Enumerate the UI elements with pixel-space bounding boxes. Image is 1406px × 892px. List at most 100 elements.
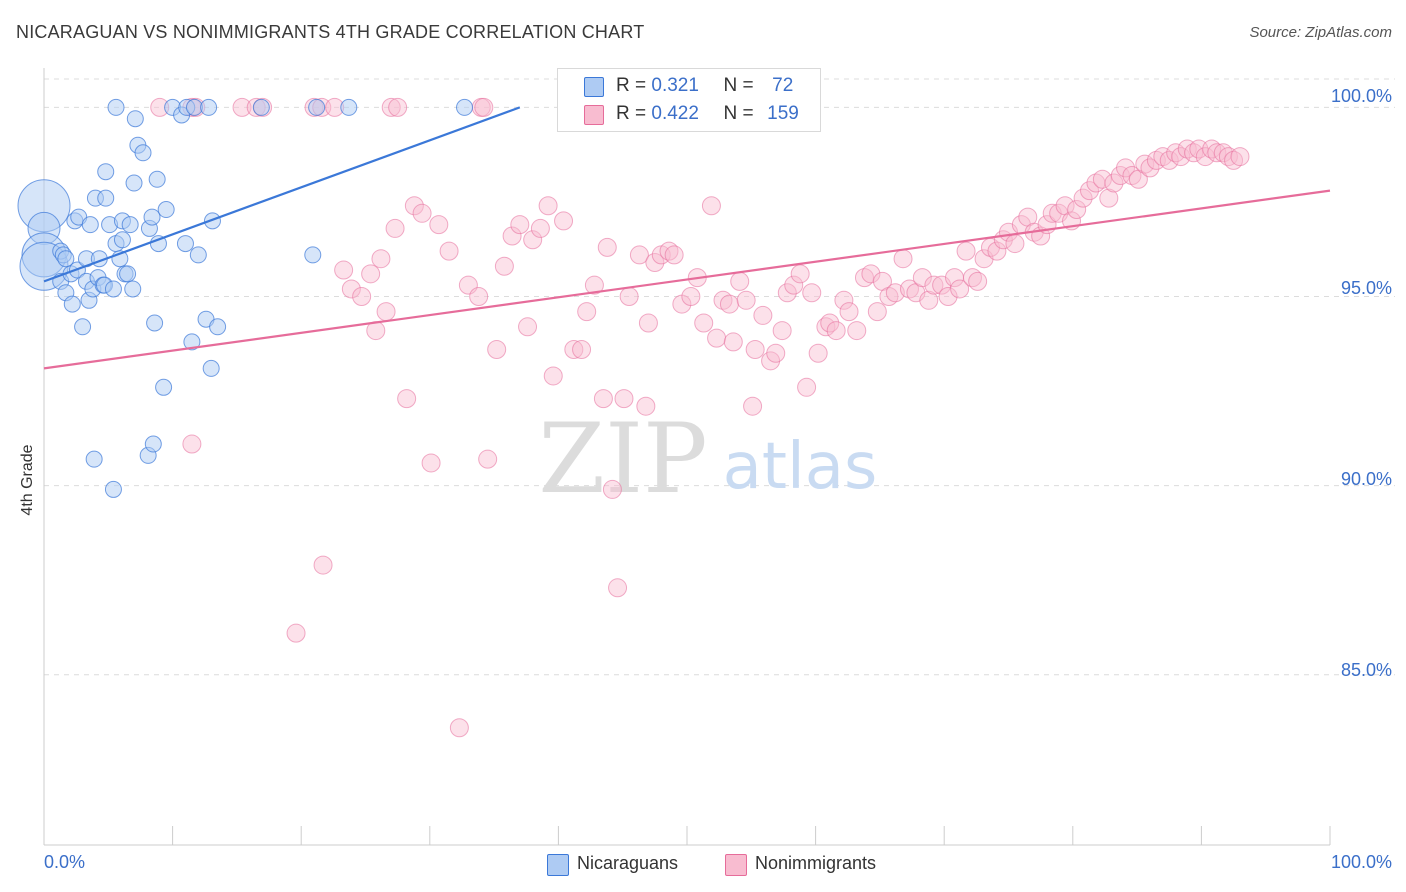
point-nonimmigrants — [839, 302, 859, 322]
point-nicaraguans — [126, 110, 144, 128]
point-nonimmigrants — [1230, 147, 1250, 167]
watermark-zip: ZIP — [538, 403, 707, 515]
point-nonimmigrants — [397, 389, 417, 409]
point-nicaraguans — [340, 98, 358, 116]
y-tick-label: 100.0% — [1330, 86, 1392, 106]
n-label: N = — [723, 75, 754, 96]
x-tick-label: 100.0% — [1330, 852, 1392, 872]
trend-lines — [43, 106, 1331, 370]
point-nonimmigrants — [1005, 234, 1025, 254]
point-nonimmigrants — [469, 287, 489, 307]
point-nonimmigrants — [1099, 188, 1119, 208]
point-nonimmigrants — [1067, 200, 1087, 220]
point-nonimmigrants — [385, 218, 405, 238]
point-nonimmigrants — [614, 389, 634, 409]
point-nonimmigrants — [802, 283, 822, 303]
point-nonimmigrants — [713, 290, 733, 310]
point-nonimmigrants — [1092, 169, 1112, 189]
point-nonimmigrants — [950, 279, 970, 299]
point-nonimmigrants — [593, 389, 613, 409]
point-nonimmigrants — [421, 453, 441, 473]
point-nicaraguans — [146, 314, 164, 332]
point-nonimmigrants — [816, 317, 836, 337]
point-nonimmigrants — [478, 449, 498, 469]
point-nonimmigrants — [543, 366, 563, 386]
point-nonimmigrants — [597, 237, 617, 257]
trendline-nicaraguans — [43, 106, 521, 283]
point-nonimmigrants — [1184, 143, 1204, 163]
grid-lines — [44, 78, 1395, 676]
point-nonimmigrants — [701, 196, 721, 216]
legend-swatch-nonimmigrants — [725, 854, 747, 876]
point-nonimmigrants — [510, 215, 530, 235]
point-nonimmigrants — [719, 294, 739, 314]
r-label: R = — [616, 75, 647, 96]
point-nonimmigrants — [987, 241, 1007, 261]
point-nonimmigrants — [474, 97, 494, 117]
point-nicaraguans — [176, 235, 194, 253]
point-nicaraguans — [107, 98, 125, 116]
point-nonimmigrants — [572, 339, 592, 359]
point-nonimmigrants — [743, 396, 763, 416]
point-nonimmigrants — [1218, 147, 1238, 167]
point-nonimmigrants — [1135, 154, 1155, 174]
point-nonimmigrants — [352, 287, 372, 307]
point-nicaraguans — [85, 450, 103, 468]
point-nonimmigrants — [820, 313, 840, 333]
point-nicaraguans — [202, 359, 220, 377]
r-value: 0.321 — [651, 75, 699, 96]
point-nonimmigrants — [899, 279, 919, 299]
point-nonimmigrants — [766, 343, 786, 363]
point-nicaraguans — [121, 216, 139, 234]
point-nicaraguans — [143, 208, 161, 226]
point-nonimmigrants — [602, 479, 622, 499]
point-nicaraguans — [125, 174, 143, 192]
point-nonimmigrants — [1159, 150, 1179, 170]
point-nonimmigrants — [439, 241, 459, 261]
point-nonimmigrants — [502, 226, 522, 246]
point-nicaraguans — [304, 246, 322, 264]
point-nonimmigrants — [736, 290, 756, 310]
point-nonimmigrants — [1202, 139, 1222, 159]
y-axis-label: 4th Grade — [19, 444, 36, 516]
y-tick-label: 85.0% — [1340, 660, 1392, 680]
point-nicaraguans — [97, 189, 115, 207]
point-nonimmigrants — [629, 245, 649, 265]
point-nicaraguans — [144, 435, 162, 453]
point-nonimmigrants — [530, 218, 550, 238]
point-nicaraguans — [81, 216, 99, 234]
series-nicaraguans — [17, 98, 474, 498]
point-nonimmigrants — [924, 275, 944, 295]
n-value: 72 — [772, 75, 794, 96]
point-nonimmigrants — [1122, 165, 1142, 185]
point-nicaraguans — [308, 98, 326, 116]
point-nonimmigrants — [681, 287, 701, 307]
point-nonimmigrants — [797, 377, 817, 397]
y-tick-label: 95.0% — [1340, 278, 1392, 298]
point-nonimmigrants — [334, 260, 354, 280]
y-axis-label-box: 4th Grade — [16, 420, 40, 540]
point-nonimmigrants — [664, 245, 684, 265]
point-nicaraguans — [157, 201, 175, 219]
point-nonimmigrants — [1171, 147, 1191, 167]
point-nonimmigrants — [772, 321, 792, 341]
point-nonimmigrants — [1177, 139, 1197, 159]
point-nonimmigrants — [584, 275, 604, 295]
point-nonimmigrants — [919, 290, 939, 310]
point-nicaraguans — [97, 163, 115, 181]
x-tick-label: 0.0% — [44, 852, 86, 872]
trendline-nonimmigrants — [43, 189, 1331, 370]
legend-swatch-nicaraguans — [547, 854, 569, 876]
point-nonimmigrants — [608, 578, 628, 598]
point-nicaraguans — [252, 98, 270, 116]
chart-title: NICARAGUAN VS NONIMMIGRANTS 4TH GRADE CO… — [16, 22, 645, 42]
point-nonimmigrants — [341, 279, 361, 299]
point-nonimmigrants — [808, 343, 828, 363]
point-nicaraguans — [183, 333, 201, 351]
point-nonimmigrants — [564, 339, 584, 359]
point-nonimmigrants — [659, 241, 679, 261]
point-nonimmigrants — [449, 718, 469, 738]
point-nonimmigrants — [577, 302, 597, 322]
point-nonimmigrants — [487, 339, 507, 359]
point-nonimmigrants — [376, 302, 396, 322]
